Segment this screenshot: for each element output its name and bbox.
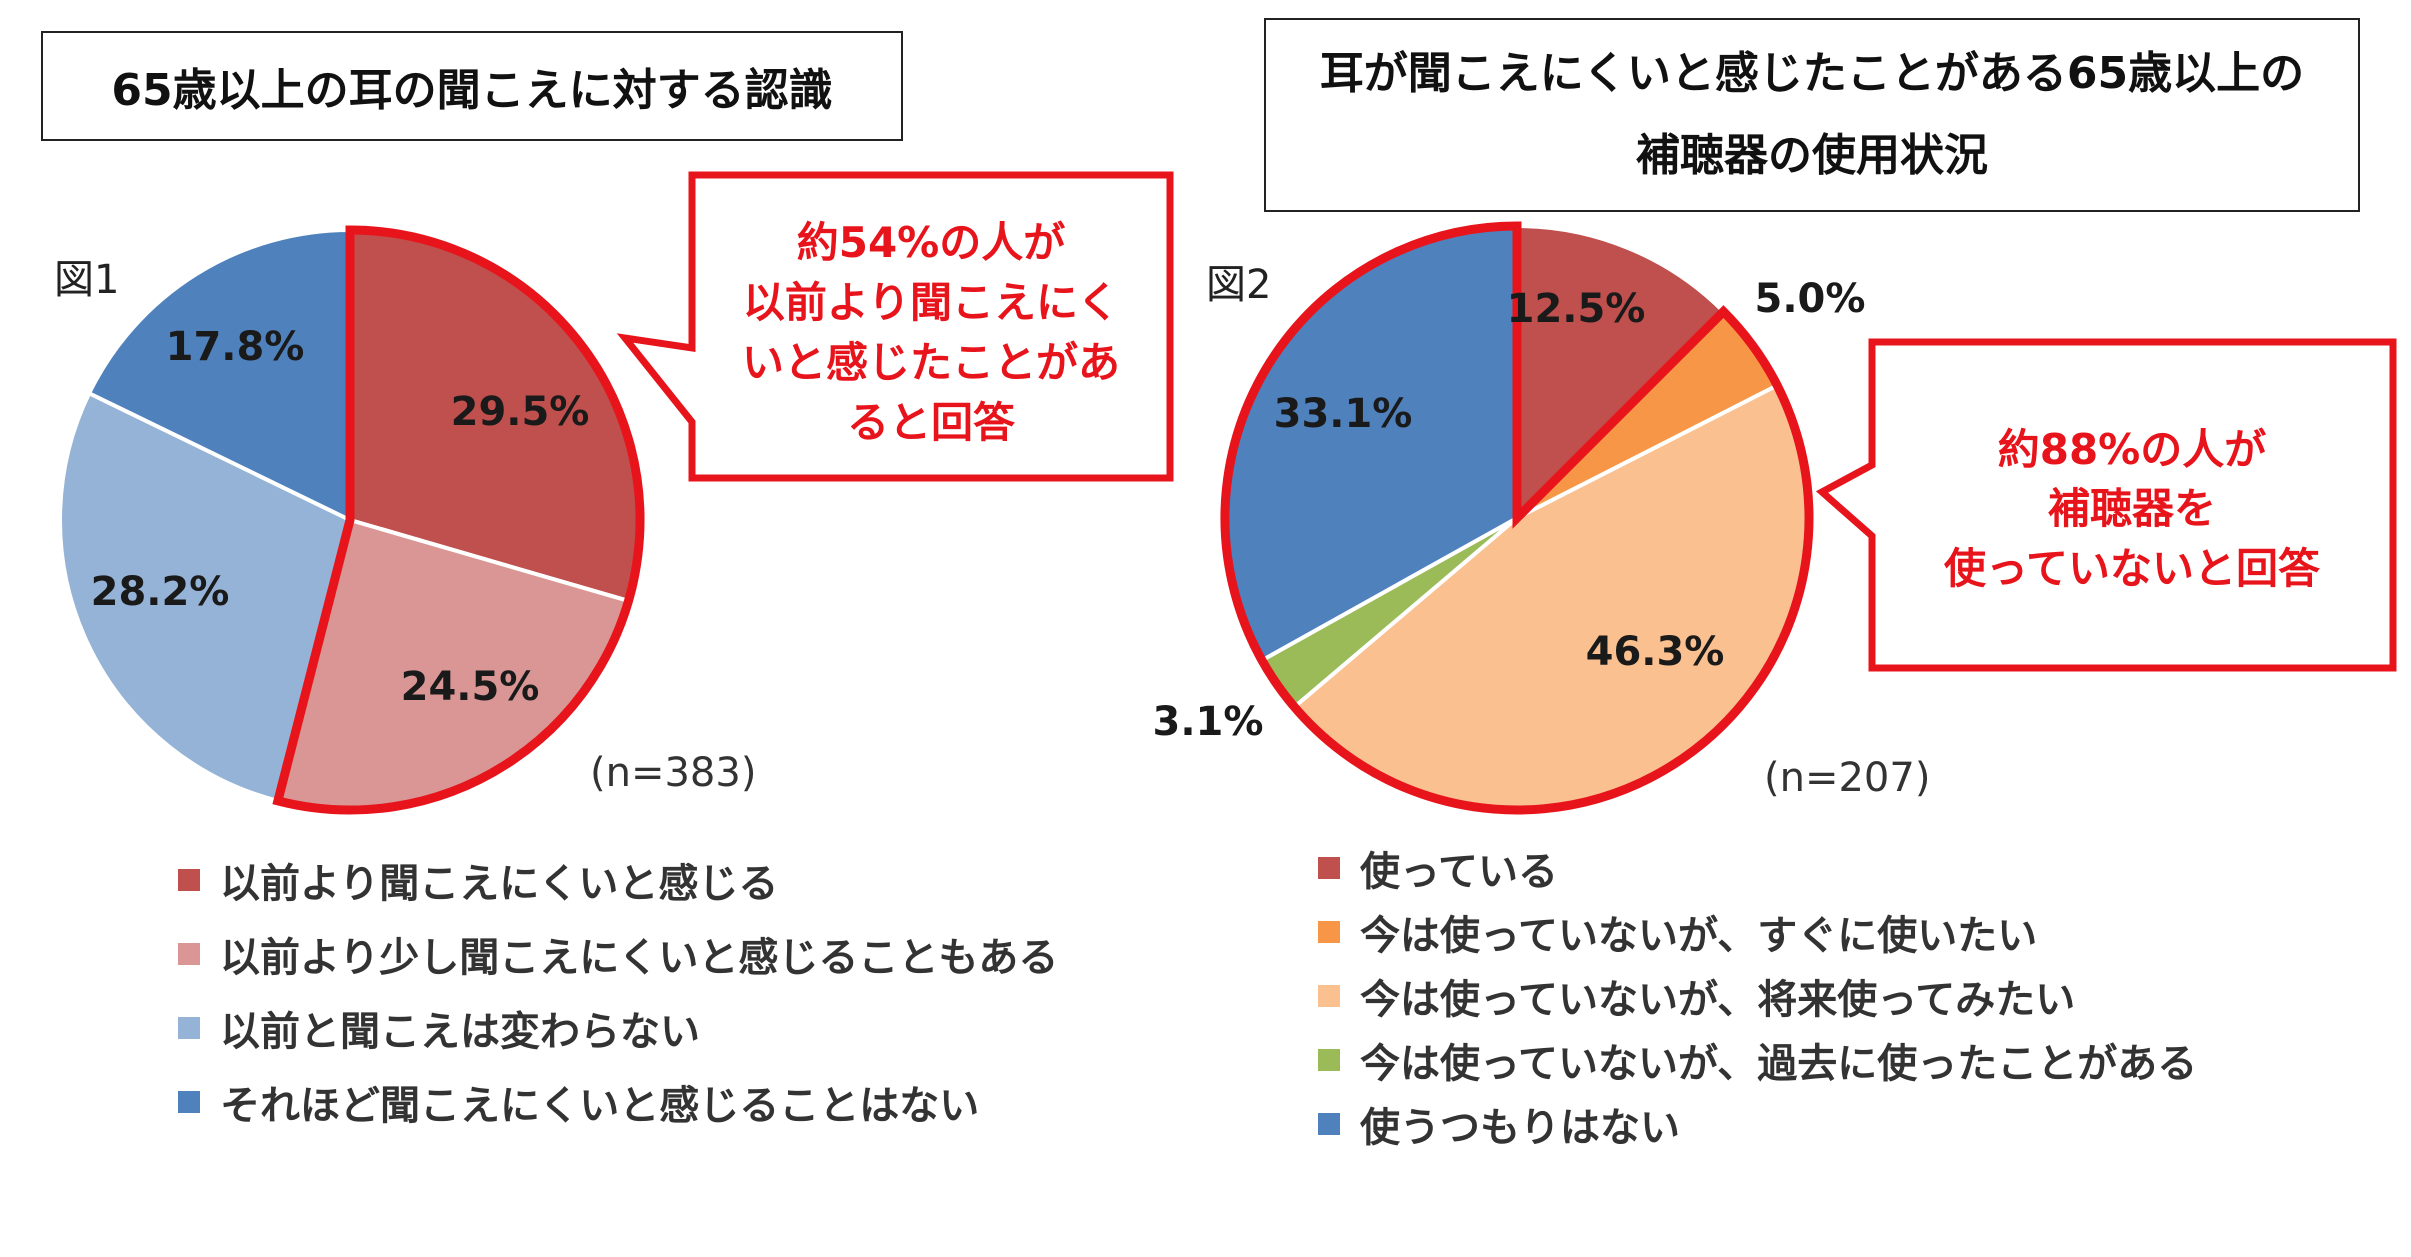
legend-swatch (1318, 1113, 1340, 1135)
legend-item: 今は使っていないが、過去に使ったことがある (1318, 1028, 2197, 1092)
highlight-outline (1220, 221, 1814, 815)
legend-label: 以前より少し聞こえにくいと感じることもある (220, 935, 1059, 981)
legend-swatch (178, 869, 200, 891)
callouts: 約54%の人が 以前より聞こえにく いと感じたことがあ ると回答 約88%の人が… (616, 171, 2397, 672)
chart1-sample-size: (n=383) (590, 750, 757, 796)
callout-2-line: 使っていないと回答 (1944, 544, 2321, 593)
figure-1-label: 図1 (54, 257, 120, 303)
data-label: 17.8% (166, 324, 305, 370)
callout-2-line: 約88%の人が (1998, 425, 2267, 474)
legend-label: 今は使っていないが、将来使ってみたい (1360, 977, 2076, 1023)
legend-label: 今は使っていないが、過去に使ったことがある (1360, 1041, 2198, 1087)
data-label: 33.1% (1274, 391, 1413, 437)
data-label: 28.2% (91, 569, 230, 615)
legend-item: 以前と聞こえは変わらない (178, 991, 1058, 1065)
chart1-title: 65歳以上の耳の聞こえに対する認識 (41, 31, 903, 141)
callout-2-bubble (1815, 338, 2397, 672)
data-label: 24.5% (401, 664, 540, 710)
chart1-legend: 以前より聞こえにくいと感じる以前より少し聞こえにくいと感じることもある 以前と聞こ… (178, 843, 1058, 1139)
data-label: 3.1% (1153, 699, 1264, 745)
callout-2-line: 補聴器を (2048, 484, 2216, 533)
legend-swatch (1318, 921, 1340, 943)
legend-label: 使うつもりはない (1360, 1105, 1680, 1151)
chart2-legend: 使っている今は使っていないが、すぐに使いたい 今は使っていないが、将来使ってみたい… (1318, 836, 2197, 1156)
data-label: 29.5% (451, 389, 590, 435)
legend-label: 使っている (1360, 849, 1558, 895)
callout-1-bubble (616, 171, 1174, 482)
legend-swatch (1318, 857, 1340, 879)
legend-label: それほど聞こえにくいと感じることはない (220, 1083, 980, 1129)
legend-item: それほど聞こえにくいと感じることはない (178, 1065, 1058, 1139)
pie-slice (1515, 223, 1727, 523)
data-label: 5.0% (1755, 276, 1866, 322)
highlight-outline (272, 225, 645, 815)
callout-1-line: 約54%の人が (797, 218, 1066, 267)
legend-swatch (1318, 1049, 1340, 1071)
legend-label: 今は使っていないが、すぐに使いたい (1360, 913, 2038, 959)
legend-item: 今は使っていないが、将来使ってみたい (1318, 964, 2197, 1028)
legend-swatch (178, 1091, 200, 1113)
figure-2-label: 図2 (1206, 262, 1272, 308)
chart2-sample-size: (n=207) (1764, 755, 1931, 801)
legend-item: 以前より聞こえにくいと感じる (178, 843, 1058, 917)
pie-slice (58, 390, 353, 804)
legend-swatch (178, 943, 200, 965)
pie-slice (86, 227, 352, 524)
callout-1-line: ると回答 (847, 398, 1016, 447)
callout-1-line: 以前より聞こえにく (743, 278, 1119, 327)
callout-1-line: いと感じたことがあ (742, 338, 1120, 387)
data-label: 46.3% (1586, 629, 1725, 675)
pie-chart-2: 12.5% 5.0% 46.3% 3.1% 33.1% (1153, 221, 1866, 815)
legend-item: 使うつもりはない (1318, 1092, 2197, 1156)
legend-swatch (1318, 985, 1340, 1007)
legend-item: 使っている (1318, 836, 2197, 900)
legend-swatch (178, 1017, 200, 1039)
legend-item: 今は使っていないが、すぐに使いたい (1318, 900, 2197, 964)
pie-chart-1: 29.5% 24.5% 28.2% 17.8% (58, 225, 645, 815)
legend-label: 以前より聞こえにくいと感じる (220, 861, 779, 907)
legend-label: 以前と聞こえは変わらない (220, 1009, 700, 1055)
chart2-title: 耳が聞こえにくいと感じたことがある65歳以上の 補聴器の使用状況 (1264, 18, 2360, 212)
chart2-title-line-2: 補聴器の使用状況 (1636, 130, 1988, 181)
chart2-title-line-1: 耳が聞こえにくいと感じたことがある65歳以上の (1319, 48, 2305, 99)
legend-item: 以前より少し聞こえにくいと感じることもある (178, 917, 1058, 991)
data-label: 12.5% (1507, 286, 1646, 332)
